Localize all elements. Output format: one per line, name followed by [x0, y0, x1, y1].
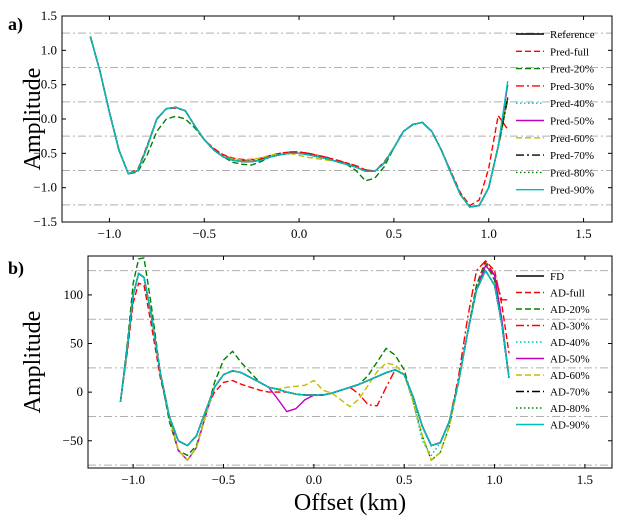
x-tick-label: 0.0: [291, 226, 307, 241]
x-tick-label: 1.5: [577, 472, 593, 487]
series-line-pred-90-: [89, 36, 509, 208]
panel-label: a): [8, 14, 23, 35]
series-line-pred-60-: [89, 36, 509, 208]
legend-label: AD-full: [550, 288, 585, 300]
series-line-ad-60-: [119, 269, 510, 461]
y-tick-label: 0: [77, 384, 84, 399]
legend: Reference Pred-full Pred-20% Pred-30% Pred-4…: [516, 29, 595, 197]
series-line-ad-50-: [119, 265, 510, 461]
x-tick-label: 1.5: [575, 226, 591, 241]
series-group: [119, 257, 510, 461]
legend-label: Pred-60%: [550, 133, 594, 145]
x-tick-label: 0.5: [396, 472, 412, 487]
legend-label: AD-50%: [550, 354, 590, 366]
y-tick-label: 0.0: [41, 111, 57, 126]
legend-label: Pred-40%: [550, 98, 594, 110]
x-tick-label: 1.0: [481, 226, 497, 241]
series-line-pred-20-: [89, 36, 509, 208]
legend-label: AD-70%: [550, 387, 590, 399]
series-line-pred-full: [89, 36, 509, 207]
legend-label: FD: [550, 271, 564, 283]
legend-label: Pred-90%: [550, 185, 594, 197]
legend-label: AD-80%: [550, 403, 590, 415]
series-line-reference: [89, 36, 509, 208]
y-axis-label: Amplitude: [20, 311, 46, 414]
legend-label: AD-90%: [550, 420, 590, 432]
y-tick-label: 0.5: [41, 77, 57, 92]
x-axis-label: Offset (km): [294, 490, 406, 516]
plot-frame: [61, 15, 613, 223]
panel-b: −1.0 −0.5 0.0 0.5 1.0 1.5 −50 0 50 100 b) Amplitude…: [8, 255, 613, 516]
y-tick-label: −0.5: [33, 145, 57, 160]
series-line-pred-30-: [89, 36, 509, 208]
x-tick-label: −1.0: [121, 472, 145, 487]
series-group: [89, 36, 509, 208]
legend-label: Pred-20%: [550, 64, 594, 76]
series-line-pred-70-: [89, 36, 509, 208]
series-line-ad-40-: [119, 269, 510, 457]
y-tick-label: −50: [63, 433, 83, 448]
series-line-ad-20-: [119, 257, 510, 461]
legend-label: Pred-80%: [550, 167, 594, 179]
legend-label: Reference: [550, 29, 595, 41]
series-line-ad-90-: [119, 269, 510, 447]
y-tick-label: −1.5: [33, 214, 57, 229]
y-tick-label: 50: [70, 336, 83, 351]
x-tick-label: −1.0: [98, 226, 122, 241]
x-tick-label: 1.0: [486, 472, 502, 487]
legend-label: Pred-30%: [550, 81, 594, 93]
legend-label: Pred-50%: [550, 116, 594, 128]
legend: FD AD-full AD-20% AD-30% AD-40% AD-50% AD-60% A…: [516, 271, 590, 432]
x-tick-label: 0.0: [306, 472, 322, 487]
y-tick-label: −1.0: [33, 180, 57, 195]
y-tick-label: 100: [64, 287, 84, 302]
y-axis-label: Amplitude: [20, 68, 46, 171]
legend-label: AD-20%: [550, 304, 590, 316]
y-tick-label: 1.5: [41, 8, 57, 23]
legend-label: Pred-full: [550, 46, 589, 58]
legend-label: AD-40%: [550, 337, 590, 349]
x-tick-label: −0.5: [192, 226, 216, 241]
x-tick-label: −0.5: [212, 472, 236, 487]
legend-label: AD-30%: [550, 321, 590, 333]
series-line-pred-40-: [89, 36, 509, 208]
x-tick-label: 0.5: [386, 226, 402, 241]
panel-label: b): [8, 258, 24, 279]
legend-label: AD-60%: [550, 370, 590, 382]
plot-frame: [87, 255, 613, 469]
series-line-pred-50-: [89, 36, 509, 208]
series-line-pred-80-: [89, 36, 509, 208]
panel-a: −1.0 −0.5 0.0 0.5 1.0 1.5 −1.5 −1.0 −0.5 0.0 0.5 1.…: [8, 8, 613, 241]
y-tick-label: 1.0: [41, 42, 57, 57]
legend-label: Pred-70%: [550, 150, 594, 162]
